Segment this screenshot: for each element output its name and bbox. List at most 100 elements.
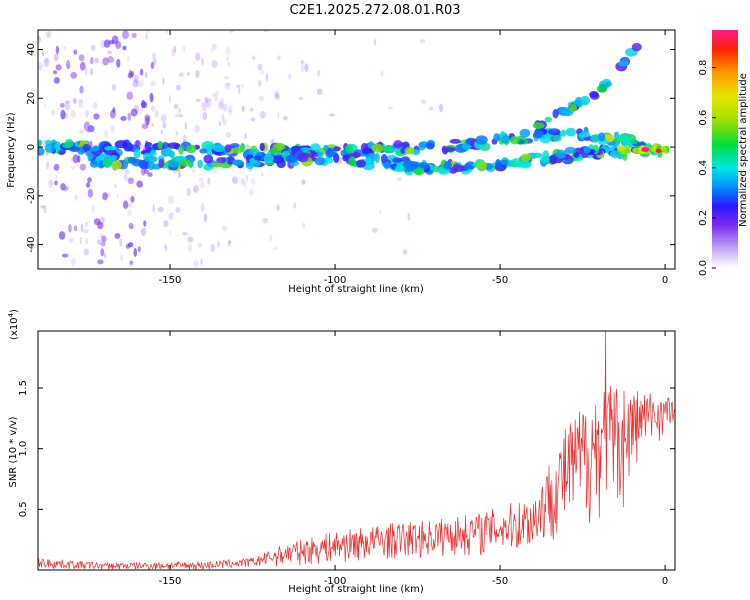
- spectrogram-cell: [394, 165, 406, 172]
- spectrogram-cell: [443, 146, 456, 153]
- spectrogram-speckle: [97, 259, 104, 265]
- spectrogram-speckle: [193, 259, 199, 268]
- spectrogram-cell: [253, 155, 262, 161]
- spectrogram-speckle: [83, 229, 89, 234]
- colorbar-tick-label: 0.2: [698, 210, 709, 226]
- spectrogram-speckle: [168, 94, 172, 104]
- spectrogram-cell: [404, 146, 415, 155]
- spectrogram-speckle: [298, 96, 304, 101]
- spectrogram-speckle: [301, 222, 306, 228]
- spectrogram-cell: [374, 152, 380, 163]
- spectrogram-speckle: [238, 87, 241, 95]
- spectrogram-speckle: [229, 30, 234, 33]
- spectrogram-speckle: [150, 61, 154, 70]
- spectrogram-cell: [114, 140, 128, 149]
- spectrogram-speckle: [152, 204, 155, 213]
- spectrogram-cell: [578, 131, 591, 138]
- colorbar-label: Normalized spectral amplitude: [738, 73, 749, 227]
- spectrogram-speckle: [106, 50, 113, 55]
- spectrogram-cell: [383, 145, 393, 154]
- spectrogram-marks: [38, 30, 670, 268]
- spectrogram-speckle: [241, 106, 245, 113]
- spectrogram-speckle: [257, 63, 263, 71]
- snr-multiplier-base: (x10: [9, 317, 20, 340]
- spectrogram-speckle: [53, 53, 59, 62]
- spectrogram-speckle: [249, 107, 254, 112]
- spectrogram-speckle: [122, 30, 129, 40]
- spectrogram-speckle: [103, 129, 109, 138]
- spectrogram-cell: [104, 145, 117, 151]
- spectrogram-cell: [213, 144, 226, 153]
- spectrogram-speckle: [100, 248, 105, 257]
- spectrogram-speckle: [162, 122, 167, 129]
- spectrogram-speckle: [114, 233, 121, 239]
- spectrogram-speckle: [51, 109, 55, 116]
- spectrogram-cell: [544, 116, 552, 123]
- spectrogram-cell: [418, 162, 429, 169]
- spectrogram-cell: [604, 81, 612, 87]
- spectrogram-cell: [555, 149, 567, 159]
- spectrogram-speckle: [225, 46, 231, 56]
- colorbar-tick-label: 0.8: [698, 60, 709, 76]
- spectrogram-speckle: [304, 63, 309, 72]
- spectrogram-cell: [565, 127, 577, 137]
- spectrogram-cell: [82, 144, 92, 151]
- spectrogram-cell: [519, 128, 531, 138]
- spectrogram-speckle: [150, 80, 156, 87]
- spectrogram-speckle: [194, 124, 200, 134]
- spectrogram-speckle: [136, 80, 141, 88]
- colorbar-tick-label: 0.6: [698, 110, 709, 126]
- spectrogram-x-tick-label: 0: [662, 275, 668, 286]
- spectrogram-speckle: [107, 56, 115, 63]
- snr-x-ticks: -150 -100 -50 0: [159, 331, 668, 587]
- spectrogram-x-ticks: -150 -100 -50 0: [159, 30, 668, 286]
- spectrogram-speckle: [402, 249, 408, 255]
- spectrogram-speckle: [160, 113, 167, 123]
- spectrogram-cell: [564, 146, 577, 154]
- spectrogram-speckle: [240, 84, 245, 88]
- spectrogram-speckle: [140, 227, 147, 237]
- spectrogram-cell: [38, 139, 43, 146]
- spectrogram-speckle: [219, 97, 224, 107]
- colorbar: 0.0 0.2 0.4 0.6 0.8 Normalized spectral ampl…: [698, 30, 749, 276]
- spectrogram-speckle: [44, 57, 49, 63]
- spectrogram-speckle: [276, 204, 280, 211]
- spectrogram-speckle: [168, 195, 174, 205]
- spectrogram-cell: [589, 91, 599, 98]
- spectrogram-speckle: [127, 72, 132, 78]
- spectrogram-cell: [622, 138, 632, 148]
- spectrogram-speckle: [63, 46, 66, 51]
- spectrogram-speckle: [85, 221, 88, 227]
- spectrogram-speckle: [263, 30, 270, 33]
- spectrogram-cell: [38, 147, 45, 156]
- spectrogram-speckle: [53, 77, 60, 84]
- spectrogram-speckle: [85, 68, 88, 77]
- spectrogram-speckle: [213, 93, 219, 102]
- spectrogram-cell: [631, 42, 642, 52]
- spectrogram-speckle: [154, 110, 159, 118]
- spectrogram-speckle: [151, 123, 154, 127]
- spectrogram-frame: [37, 29, 676, 270]
- snr-y-tick-label: 1.0: [18, 441, 29, 457]
- spectrogram-speckle: [45, 30, 52, 39]
- spectrogram-cell: [102, 158, 112, 169]
- chart-title: C2E1.2025.272.08.01.R03: [289, 3, 460, 18]
- spectrogram-speckle: [127, 202, 132, 208]
- spectrogram-speckle: [72, 154, 79, 164]
- spectrogram-speckle: [212, 166, 219, 174]
- spectrogram-speckle: [227, 105, 233, 113]
- spectrogram-speckle: [130, 70, 134, 78]
- spectrogram-speckle: [139, 78, 145, 88]
- spectrogram-speckle: [211, 43, 217, 51]
- spectrogram-speckle: [184, 121, 188, 131]
- spectrogram-y-ticks: -40 -20 0 20 40: [26, 43, 675, 253]
- spectrogram-speckle: [300, 63, 305, 73]
- spectrogram-speckle: [163, 220, 169, 228]
- spectrogram-speckle: [258, 95, 265, 101]
- spectrogram-cell: [509, 136, 520, 145]
- spectrogram-speckle: [73, 49, 78, 55]
- spectrogram-speckle: [198, 177, 204, 182]
- spectrogram-cell: [211, 162, 223, 168]
- spectrogram-speckle: [89, 68, 94, 76]
